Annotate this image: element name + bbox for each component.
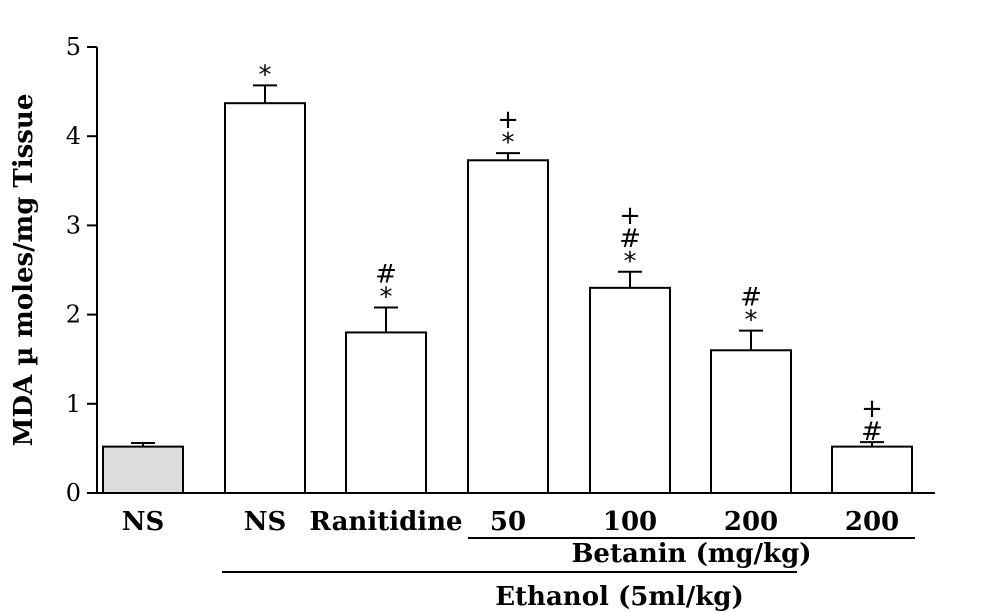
y-tick-label: 2 xyxy=(66,301,81,329)
bar xyxy=(710,349,792,494)
x-tick-label: 200 xyxy=(724,507,778,537)
significance-marker: # xyxy=(619,224,641,254)
y-axis-label: MDA µ moles/mg Tissue xyxy=(9,94,39,447)
y-tick-label: 4 xyxy=(66,122,81,150)
y-tick-label: 1 xyxy=(66,390,81,418)
significance-marker: # xyxy=(740,283,762,313)
bar xyxy=(224,102,306,494)
bar xyxy=(467,159,549,494)
group-label: Betanin (mg/kg) xyxy=(571,539,811,569)
significance-marker: * xyxy=(259,60,272,90)
bar xyxy=(345,331,427,494)
significance-marker: # xyxy=(375,259,397,289)
significance-marker: + xyxy=(619,201,641,231)
x-tick-label: 200 xyxy=(845,507,899,537)
y-tick-label: 5 xyxy=(66,33,81,61)
x-tick-label: Ranitidine xyxy=(309,507,462,537)
significance-marker: # xyxy=(861,417,883,447)
significance-marker: + xyxy=(861,394,883,424)
x-tick-label: 100 xyxy=(603,507,657,537)
significance-marker: * xyxy=(624,247,637,277)
significance-marker: * xyxy=(502,128,515,158)
group-label: Ethanol (5ml/kg) xyxy=(495,582,744,612)
x-tick-label: NS xyxy=(122,507,165,537)
y-tick-label: 3 xyxy=(66,211,81,239)
y-tick-label: 0 xyxy=(66,479,81,507)
x-tick-label: NS xyxy=(244,507,287,537)
significance-marker: + xyxy=(497,105,519,135)
x-tick-label: 50 xyxy=(490,507,526,537)
significance-marker: * xyxy=(745,306,758,336)
significance-marker: * xyxy=(380,282,393,312)
bar xyxy=(589,286,671,494)
bar xyxy=(831,445,913,494)
bar xyxy=(102,445,184,494)
